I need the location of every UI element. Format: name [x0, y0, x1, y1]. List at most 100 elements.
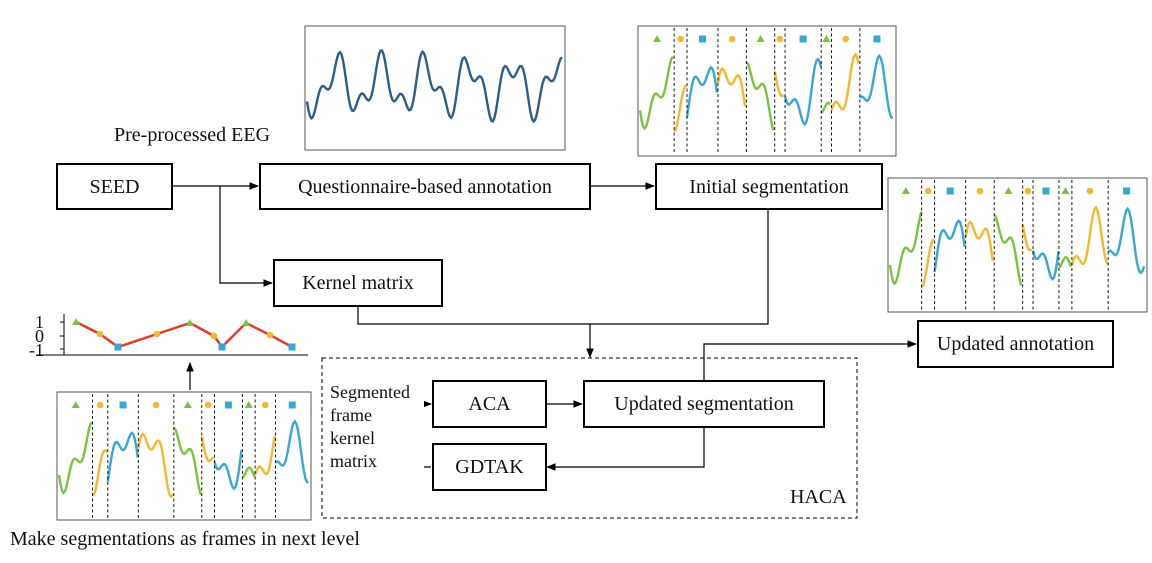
frames-circle-marker-8 [261, 401, 269, 409]
frames-segment-5 [200, 436, 215, 463]
to-updated-annotation-arrow [703, 340, 917, 381]
initial-segment-7 [820, 101, 832, 114]
updated-annotation-node: Updated annotation [917, 320, 1114, 368]
level-circle-1 [96, 330, 104, 338]
frames-triangle-marker-4 [183, 401, 192, 408]
frames-square-marker-2 [119, 401, 127, 409]
updated-segment-8 [1070, 205, 1109, 266]
frames-circle-marker-1 [96, 401, 104, 409]
haca-label: HACA [790, 486, 847, 508]
frames-triangle-marker-0 [71, 401, 80, 408]
initial-circle-marker-3 [728, 35, 736, 43]
level-circle-5 [210, 332, 218, 340]
level-square-2 [114, 343, 122, 351]
seed-label: SEED [90, 176, 140, 198]
updated-segment-0 [888, 211, 923, 286]
initial-triangle-marker-4 [756, 35, 765, 42]
gdtak-node: GDTAK [432, 443, 547, 491]
level-triangle-0 [72, 318, 80, 325]
raw-eeg-signal [305, 49, 563, 124]
updated-segment-2 [933, 219, 966, 273]
preprocessed-eeg-label: Pre-processed EEG [114, 124, 270, 146]
y-tick-1: 1 [35, 312, 44, 332]
y-tick-0: 0 [35, 326, 44, 346]
level-triangle-4 [186, 319, 194, 326]
initial-circle-marker-5 [776, 35, 784, 43]
frames-circle-marker-5 [204, 401, 212, 409]
updated-seg-to-gdtak-arrow [546, 427, 705, 471]
updated-segment-9 [1107, 206, 1146, 275]
initial-square-marker-6 [799, 35, 807, 43]
initial-segment-0 [638, 56, 674, 131]
initial-triangle-marker-7 [822, 35, 831, 42]
frames-segment-4 [172, 426, 202, 496]
initial-circle-marker-8 [842, 35, 849, 43]
initial-triangle-marker-0 [653, 35, 662, 42]
kernel-word: kernel [330, 428, 375, 448]
updated-segmentation-node: Updated segmentation [583, 380, 825, 428]
matrix-word: matrix [330, 451, 377, 471]
initial-segment-4 [745, 61, 775, 131]
frames-segment-8 [253, 435, 276, 476]
updated-triangle-marker-0 [901, 187, 910, 194]
questionnaire-label: Questionnaire-based annotation [298, 176, 552, 198]
updated-annotation-panel [887, 177, 1148, 313]
updated-triangle-marker-7 [1061, 187, 1070, 194]
updated-segment-4 [993, 214, 1023, 286]
frames-square-marker-9 [288, 401, 296, 409]
updated-square-marker-6 [1042, 187, 1050, 195]
level-circle-3 [153, 330, 161, 338]
frames-segment-6 [213, 449, 243, 491]
initial-segment-5 [773, 70, 785, 98]
updated-segmentation-label: Updated segmentation [614, 393, 793, 415]
initial-segmentation-node: Initial segmentation [655, 163, 883, 210]
updated-square-marker-9 [1123, 187, 1131, 195]
seed-node: SEED [56, 163, 173, 210]
next-level-caption: Make segmentations as frames in next lev… [10, 528, 360, 550]
kernel-text-backdrop [328, 380, 424, 472]
haca-region [321, 357, 858, 519]
segmented-word: Segmented [330, 382, 410, 402]
updated-triangle-marker-4 [1004, 187, 1013, 194]
y-tick-minus-1: -1 [29, 340, 44, 360]
next-level-frames-panel [56, 391, 312, 521]
kernel-matrix-node: Kernel matrix [273, 259, 443, 307]
frames-segment-1 [91, 449, 109, 497]
aca-node: ACA [432, 380, 547, 428]
frames-segment-0 [57, 421, 93, 495]
initial-square-marker-2 [699, 35, 706, 43]
frame-level-markers [72, 318, 296, 351]
updated-circle-marker-1 [924, 187, 932, 195]
updated-segment-5 [1021, 224, 1033, 252]
initial-segment-6 [783, 57, 823, 127]
level-square-6 [218, 343, 226, 351]
initial-segmentation-label: Initial segmentation [689, 176, 848, 198]
level-circle-8 [266, 331, 274, 339]
updated-segment-6 [1031, 250, 1060, 282]
updated-circle-marker-5 [1024, 187, 1032, 195]
kernel-initial-join-line [357, 210, 769, 325]
aca-label: ACA [468, 393, 511, 415]
frames-segment-3 [137, 432, 174, 499]
raw-eeg-panel [304, 25, 566, 151]
gdtak-label: GDTAK [455, 456, 524, 478]
level-triangle-7 [242, 319, 250, 326]
frames-segment-2 [106, 431, 139, 483]
initial-segment-1 [673, 84, 688, 133]
updated-annotation-label: Updated annotation [937, 333, 1094, 355]
updated-segment-7 [1058, 255, 1073, 269]
frame-level-line [75, 320, 293, 349]
updated-circle-marker-8 [1086, 187, 1094, 195]
frame-level-plot: 1 0 -1 [29, 312, 308, 360]
seed-to-kernel-arrow [219, 186, 273, 287]
initial-circle-marker-1 [677, 35, 684, 43]
initial-segment-2 [685, 65, 719, 118]
frames-segment-7 [241, 466, 256, 479]
initial-square-marker-9 [873, 35, 881, 43]
frames-segment-9 [274, 419, 309, 484]
initial-segment-3 [716, 67, 747, 107]
frame-word: frame [330, 405, 372, 425]
updated-segment-1 [920, 238, 935, 288]
